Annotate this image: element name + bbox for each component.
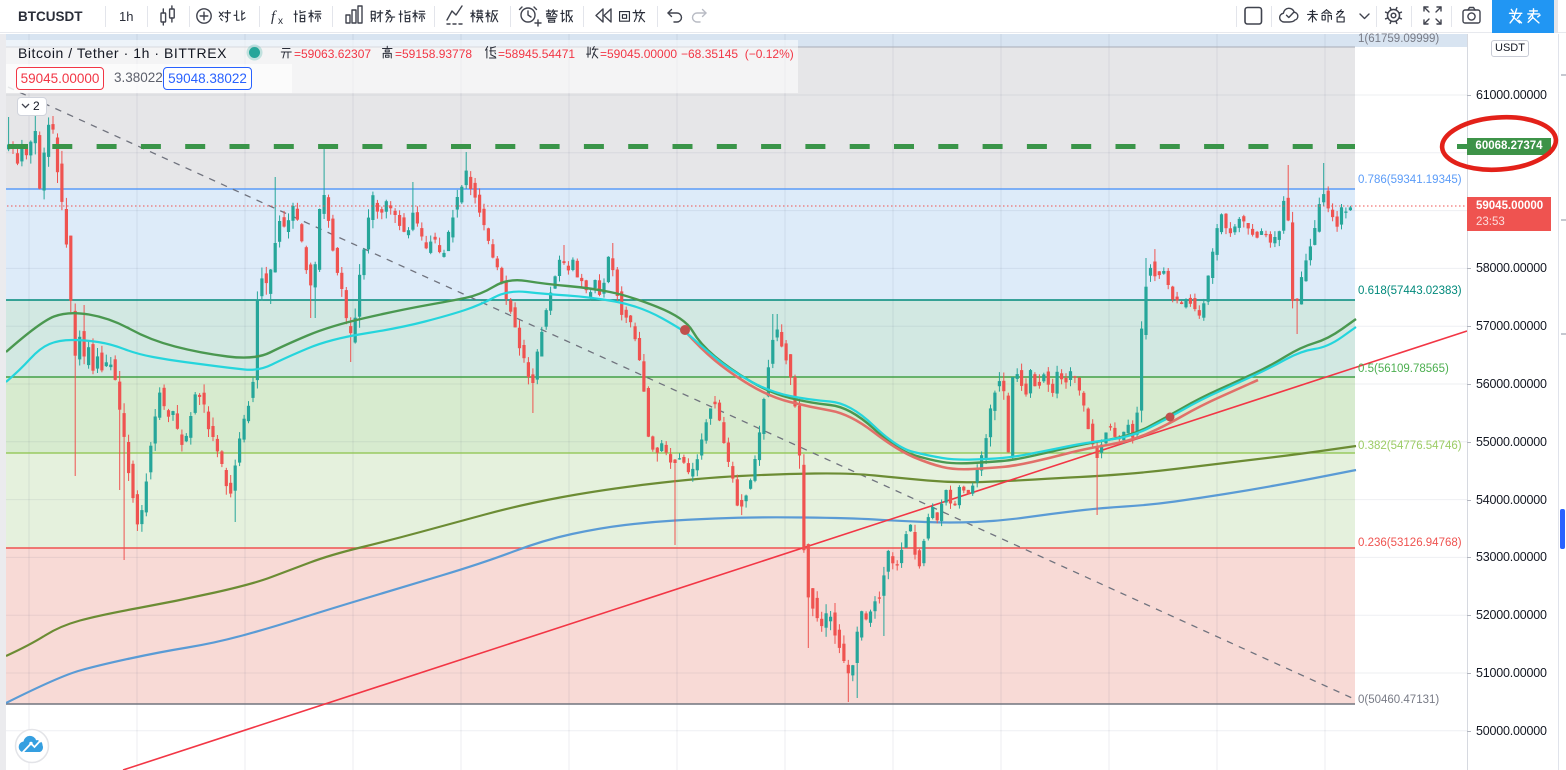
svg-text:x: x	[278, 16, 283, 27]
svg-text:f: f	[271, 9, 277, 25]
